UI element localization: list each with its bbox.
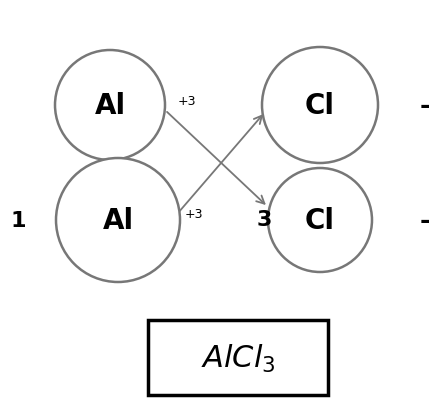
Text: Cl: Cl [305,207,335,234]
Text: Al: Al [102,207,134,234]
Circle shape [55,51,165,161]
Circle shape [268,168,372,272]
Text: Cl: Cl [305,92,335,120]
Text: +3: +3 [178,95,197,108]
Text: 1: 1 [10,211,26,230]
Text: +3: +3 [185,207,203,220]
Text: 3: 3 [256,209,272,230]
Text: Al: Al [94,92,126,120]
Text: -: - [420,94,430,118]
Circle shape [262,48,378,164]
Bar [148,320,328,395]
Text: -: - [420,209,430,232]
Circle shape [56,159,180,282]
Text: $\mathit{AlCl}_3$: $\mathit{AlCl}_3$ [201,341,275,374]
